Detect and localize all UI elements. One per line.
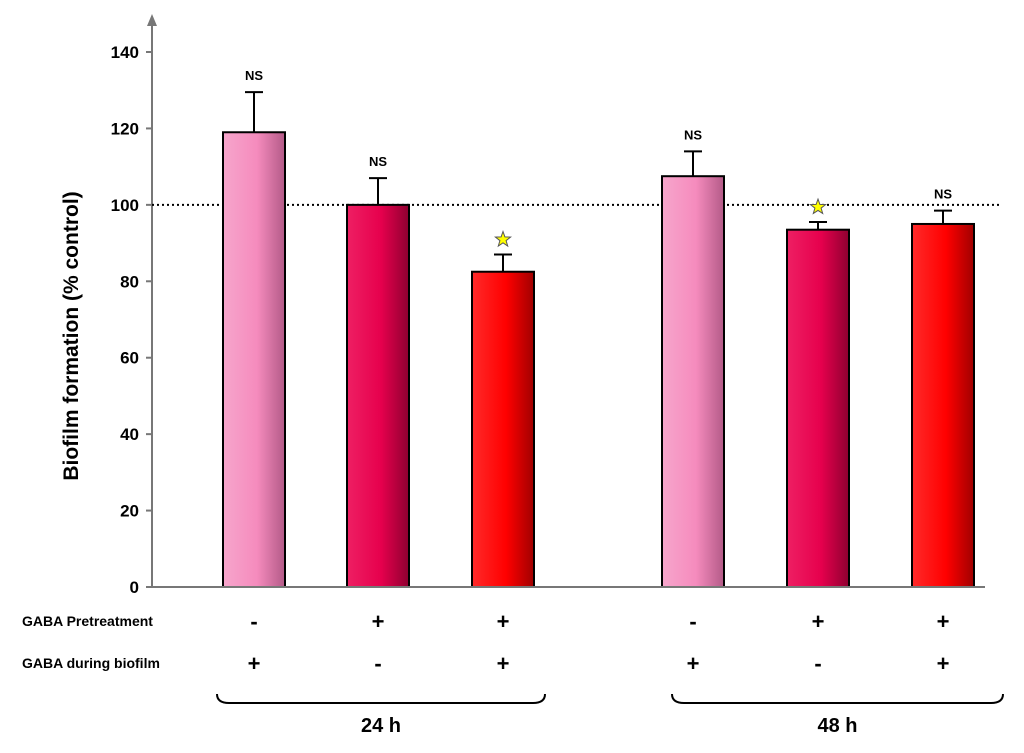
y-tick-label: 80 — [120, 272, 139, 291]
condition-sign: - — [689, 609, 696, 634]
condition-row-label: GABA Pretreatment — [22, 613, 153, 629]
significance-star-icon — [494, 229, 512, 248]
bar-group: NS — [911, 187, 975, 588]
condition-sign: - — [814, 651, 821, 676]
bar-group: NS — [222, 68, 286, 588]
bar — [346, 203, 410, 588]
bar — [661, 175, 725, 588]
y-axis-arrow — [147, 14, 157, 26]
y-tick-label: 100 — [111, 196, 139, 215]
bar — [471, 270, 535, 588]
condition-row-label: GABA during biofilm — [22, 655, 160, 671]
bar-group: NS — [346, 154, 410, 588]
y-tick-label: 20 — [120, 502, 139, 521]
y-axis: 0 20 40 60 80 100 120 140 — [111, 14, 157, 597]
y-tick-label: 120 — [111, 119, 139, 138]
group-bracket — [671, 693, 1004, 704]
y-tick-label: 140 — [111, 43, 139, 62]
condition-sign: - — [374, 651, 381, 676]
significance-label: NS — [245, 68, 263, 83]
bar — [222, 131, 286, 588]
condition-sign: - — [250, 609, 257, 634]
group-bracket — [216, 693, 546, 704]
condition-sign: + — [812, 609, 825, 634]
bar-group — [786, 197, 850, 588]
significance-label: NS — [934, 187, 952, 202]
conditions-table: GABA Pretreatment - + + - + + GABA during biofi… — [22, 609, 949, 676]
bar-group: NS — [661, 127, 725, 588]
y-tick-label: 0 — [130, 578, 139, 597]
significance-star-icon — [809, 197, 827, 215]
time-groups: 24 h 48 h — [216, 693, 1004, 737]
condition-sign: + — [937, 609, 950, 634]
y-tick-label: 40 — [120, 425, 139, 444]
significance-label: NS — [369, 154, 387, 169]
y-tick-label: 60 — [120, 349, 139, 368]
condition-sign: + — [497, 609, 510, 634]
bar — [911, 222, 975, 588]
group-label: 48 h — [817, 715, 857, 737]
bars-layer: NS NS NS NS — [222, 68, 975, 588]
group-label: 24 h — [361, 715, 401, 737]
bar — [786, 228, 850, 588]
condition-sign: + — [687, 651, 700, 676]
bar-group — [471, 229, 535, 588]
significance-label: NS — [684, 127, 702, 142]
condition-sign: + — [937, 651, 950, 676]
y-axis-label: Biofilm formation (% control) — [60, 191, 83, 480]
condition-sign: + — [372, 609, 385, 634]
condition-sign: + — [497, 651, 510, 676]
condition-sign: + — [248, 651, 261, 676]
